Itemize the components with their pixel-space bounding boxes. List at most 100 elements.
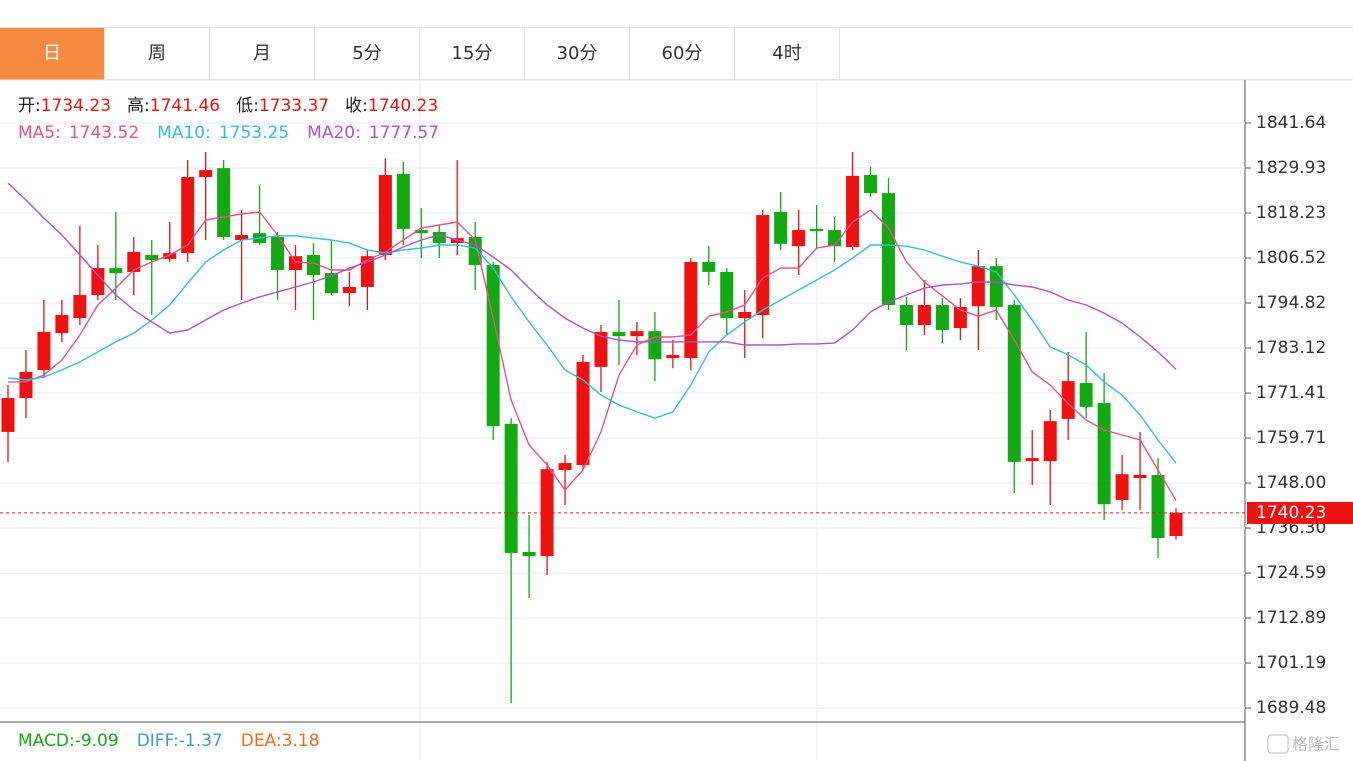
tab[interactable]: 4时 xyxy=(735,28,840,80)
candle-body xyxy=(738,311,752,319)
candle-body xyxy=(558,463,572,470)
macd-name: DIFF: xyxy=(137,731,179,751)
candle-body xyxy=(1007,305,1021,462)
y-tick-label: 1841.64 xyxy=(1256,113,1326,133)
y-tick-label: 1829.93 xyxy=(1256,158,1326,178)
candle-body xyxy=(217,168,231,237)
candle-body xyxy=(935,305,949,331)
candle-body xyxy=(720,271,734,319)
candle-body xyxy=(702,261,716,272)
y-tick-label: 1712.89 xyxy=(1256,608,1326,628)
ohlc-value: 1740.23 xyxy=(368,96,438,116)
candle-body xyxy=(917,305,931,326)
tab[interactable]: 15分 xyxy=(420,28,525,80)
ohlc-value: 1733.37 xyxy=(259,96,329,116)
candle-body xyxy=(666,355,680,359)
candle-body xyxy=(828,230,842,247)
candle-body xyxy=(899,305,913,326)
candle-body xyxy=(648,331,662,360)
tab[interactable]: 30分 xyxy=(525,28,630,80)
y-tick-label: 1701.19 xyxy=(1256,653,1326,673)
candle-body xyxy=(971,266,985,307)
candle-body xyxy=(55,315,69,334)
macd-value: 3.18 xyxy=(282,731,320,751)
y-tick-label: 1724.59 xyxy=(1256,563,1326,583)
candle-body xyxy=(1,398,15,432)
candle-body xyxy=(792,230,806,247)
candle-body xyxy=(1133,474,1147,479)
watermark: 格隆汇 xyxy=(1292,735,1340,754)
candle-body xyxy=(414,230,428,234)
ohlc-value: 1734.23 xyxy=(41,96,111,116)
tab[interactable]: 月 xyxy=(210,28,315,80)
candle-body xyxy=(1025,458,1039,462)
ohlc-label: 高: xyxy=(127,96,150,116)
candle-body xyxy=(953,306,967,329)
legend-name: MA5 xyxy=(18,123,55,143)
period-tabs: 日周月 5分 15分 30分 60分 4时 xyxy=(0,27,1353,80)
ma-line xyxy=(7,182,1177,370)
candle-body xyxy=(145,255,159,261)
candle-body xyxy=(756,215,770,316)
candle-body xyxy=(73,295,87,319)
candle-body xyxy=(522,551,536,557)
y-tick-label: 1748.00 xyxy=(1256,473,1326,493)
candle-body xyxy=(271,236,285,271)
candle-body xyxy=(504,423,518,554)
y-tick-label: 1771.41 xyxy=(1256,383,1326,403)
candle-body xyxy=(289,256,303,271)
price-tag-label: 1740.23 xyxy=(1256,503,1326,523)
candle-body xyxy=(199,170,213,177)
candle-body xyxy=(810,228,824,232)
macd-legend: MACD:-9.09 DIFF:-1.37 DEA:3.18 xyxy=(18,731,320,751)
candle-body xyxy=(432,231,446,244)
candle-body xyxy=(19,371,33,399)
tab[interactable]: 日 xyxy=(0,28,105,80)
candle-body xyxy=(306,255,320,276)
candle-body xyxy=(1115,474,1129,500)
candle-body xyxy=(324,273,338,294)
ohlc-header: 开:1734.23 高:1741.46 低:1733.37 收:1740.23 xyxy=(18,96,438,116)
tab[interactable]: 周 xyxy=(105,28,210,80)
candle-body xyxy=(181,176,195,254)
ma-line xyxy=(8,209,1177,501)
candle-body xyxy=(576,361,590,465)
candle-body xyxy=(360,256,374,287)
candle-body xyxy=(1151,474,1165,539)
watermark-icon xyxy=(1267,734,1289,754)
legend-sep: : xyxy=(55,123,61,143)
legend-sep: : xyxy=(205,123,211,143)
legend-value: 1743.52 xyxy=(69,123,139,143)
candle-body xyxy=(774,211,788,244)
y-tick-label: 1794.82 xyxy=(1256,293,1326,313)
legend-value: 1777.57 xyxy=(369,123,439,143)
candle-body xyxy=(1061,381,1075,419)
ma-legend: MA5: 1743.52 MA10: 1753.25 MA20: 1777.57 xyxy=(18,123,439,143)
y-tick-label: 1806.52 xyxy=(1256,248,1326,268)
candle-body xyxy=(91,268,105,296)
y-tick-label: 1783.12 xyxy=(1256,338,1326,358)
y-tick-label: 1689.48 xyxy=(1256,698,1326,718)
macd-value: -1.37 xyxy=(179,731,223,751)
candle-body xyxy=(235,235,249,241)
y-tick-label: 1818.23 xyxy=(1256,203,1326,223)
candle-body xyxy=(378,175,392,256)
macd-name: DEA: xyxy=(241,731,282,751)
candle-body xyxy=(594,331,608,367)
candle-body xyxy=(1097,403,1111,505)
tab[interactable]: 60分 xyxy=(630,28,735,80)
tab[interactable]: 5分 xyxy=(315,28,420,80)
ohlc-value: 1741.46 xyxy=(150,96,220,116)
price-tag xyxy=(1247,501,1353,524)
ma-line xyxy=(7,235,1177,464)
macd-value: -9.09 xyxy=(75,731,119,751)
candle-body xyxy=(396,173,410,229)
candle-body xyxy=(486,265,500,427)
candle-body xyxy=(127,251,141,272)
ohlc-label: 低: xyxy=(236,96,259,116)
legend-name: MA20 xyxy=(307,123,355,143)
candle-body xyxy=(630,331,644,337)
candle-body xyxy=(37,331,51,371)
